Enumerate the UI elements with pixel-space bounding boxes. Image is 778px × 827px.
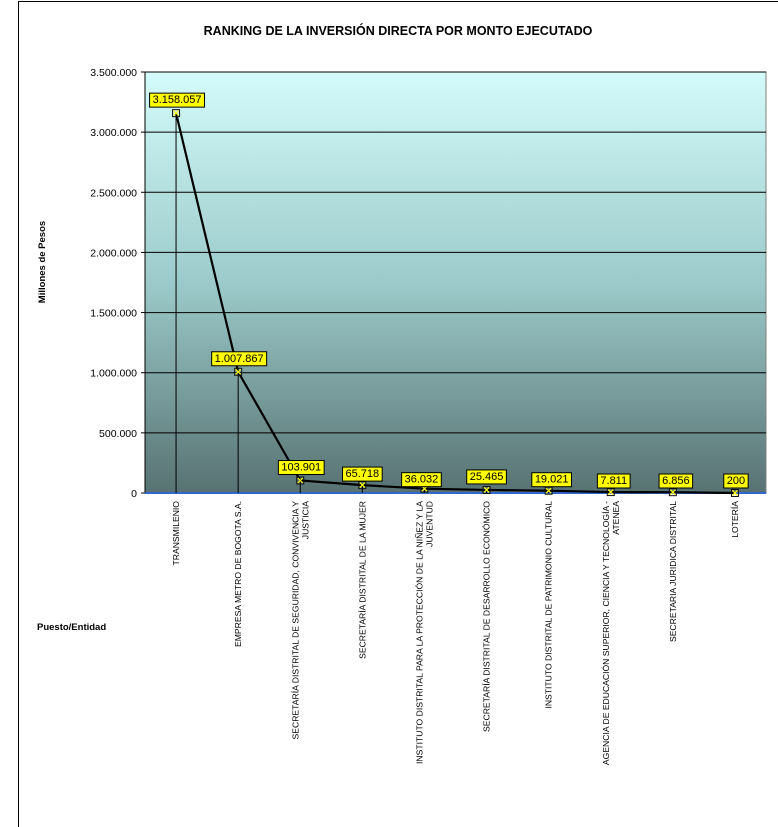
data-label-box: [723, 473, 749, 489]
y-tick-label: 0: [131, 488, 137, 500]
x-category-line: SECRETARÍA DISTRITAL DE SEGURIDAD, CONVI…: [290, 501, 300, 740]
x-category-line: INSTITUTO DISTRITAL DE PATRIMONIO CULTUR…: [544, 501, 554, 709]
x-category-label: SECRETARÍA DISTRITAL DE LA MUJER: [357, 501, 367, 659]
data-label-box: [531, 472, 572, 488]
y-tick-label: 500.000: [99, 428, 137, 440]
y-tick-label: 1.500.000: [90, 308, 137, 320]
x-category-line: AGENCIA DE EDUCACIÓN SUPERIOR, CIENCIA Y…: [601, 501, 611, 765]
data-label-box: [277, 460, 325, 476]
chart-title: RANKING DE LA INVERSIÓN DIRECTA POR MONT…: [204, 23, 593, 38]
y-axis-ticks: 0 500.000 1.000.000 1.500.000 2.000.000 2.500…: [90, 67, 766, 500]
data-point-cross: [359, 482, 366, 489]
x-category-label: TRANSMILENIO: [171, 501, 181, 566]
data-label: 103.901: [281, 462, 321, 474]
data-point-cross: [297, 477, 304, 484]
y-tick-label: 3.000.000: [90, 127, 137, 139]
data-point-cross: [483, 487, 490, 493]
chart-frame: [18, 1, 778, 827]
data-label: 65.718: [346, 468, 380, 480]
data-point-cross: [173, 110, 179, 117]
data-point-marker: [296, 476, 305, 485]
data-label: 25.465: [470, 471, 504, 483]
data-label-box: [149, 92, 206, 108]
x-category-line: JUVENTUD: [424, 501, 434, 547]
data-series: 3.158.057 1.007.867 103.901 65.718 36.032 25.…: [149, 92, 749, 497]
data-point-cross: [545, 487, 552, 494]
x-category-line: TRANSMILENIO: [171, 501, 181, 566]
data-label: 36.032: [405, 474, 439, 486]
series-line: [174, 112, 735, 495]
y-tick-label: 1.000.000: [90, 368, 137, 380]
data-label-box: [342, 466, 383, 482]
x-category-line: SECRETARÍA DISTRITAL DE DESARROLLO ECONÓ…: [482, 501, 492, 732]
y-tick-label: 3.500.000: [90, 67, 137, 79]
x-category-line: SECRETARIA JURIDICA DISTRITAL: [668, 501, 678, 642]
data-label-box: [596, 473, 631, 489]
x-axis-categories: TRANSMILENIO EMPRESA METRO DE BOGOTA S.A.…: [171, 501, 740, 765]
data-point-cross: [732, 490, 738, 496]
x-category-line: SECRETARÍA DISTRITAL DE LA MUJER: [357, 501, 367, 659]
x-category-label: INSTITUTO DISTRITAL DE PATRIMONIO CULTUR…: [544, 501, 554, 709]
data-label: 19.021: [535, 474, 569, 486]
x-category-line: LOTERÍA: [730, 501, 740, 538]
data-label: 7.811: [600, 475, 627, 487]
data-point-marker: [606, 488, 615, 497]
x-category-line: INSTITUTO DISTRITAL PARA LA PROTECCIÓN D…: [414, 501, 424, 764]
data-point-cross: [669, 489, 676, 496]
data-point-cross: [235, 368, 242, 375]
x-category-label: INSTITUTO DISTRITAL PARA LA PROTECCIÓN D…: [414, 501, 434, 764]
data-point-marker: [668, 488, 677, 497]
data-label-box: [658, 473, 694, 489]
data-label: 3.158.057: [153, 94, 202, 106]
x-category-label: LOTERÍA: [730, 501, 740, 538]
data-point-marker: [234, 367, 243, 376]
data-point-marker: [482, 485, 491, 494]
data-point-cross: [607, 489, 614, 495]
data-label-box: [466, 469, 507, 485]
data-label: 6.856: [662, 475, 690, 487]
x-category-label: EMPRESA METRO DE BOGOTA S.A.: [233, 501, 243, 647]
y-axis-title: Millones de Pesos: [37, 221, 48, 303]
x-category-label: SECRETARIA JURIDICA DISTRITAL: [668, 501, 678, 642]
x-category-label: AGENCIA DE EDUCACIÓN SUPERIOR, CIENCIA Y…: [601, 501, 621, 765]
data-label-box: [211, 351, 268, 367]
x-category-label: SECRETARÍA DISTRITAL DE SEGURIDAD, CONVI…: [290, 501, 310, 740]
data-label: 200: [727, 475, 745, 487]
y-tick-label: 2.500.000: [90, 187, 137, 199]
data-point-marker: [172, 109, 181, 118]
x-axis-title: Puesto/Entidad: [37, 622, 106, 633]
gridlines: [145, 71, 766, 434]
x-category-line: JUSTICIA: [300, 501, 310, 539]
x-category-line: EMPRESA METRO DE BOGOTA S.A.: [233, 501, 243, 647]
plot-area: [144, 71, 767, 494]
data-point-marker: [730, 488, 739, 497]
y-tick-label: 2.000.000: [90, 247, 137, 259]
x-category-line: ATENEA: [611, 501, 621, 535]
x-category-label: SECRETARÍA DISTRITAL DE DESARROLLO ECONÓ…: [482, 501, 492, 732]
data-label: 1.007.867: [215, 353, 264, 365]
data-label-box: [401, 472, 442, 488]
